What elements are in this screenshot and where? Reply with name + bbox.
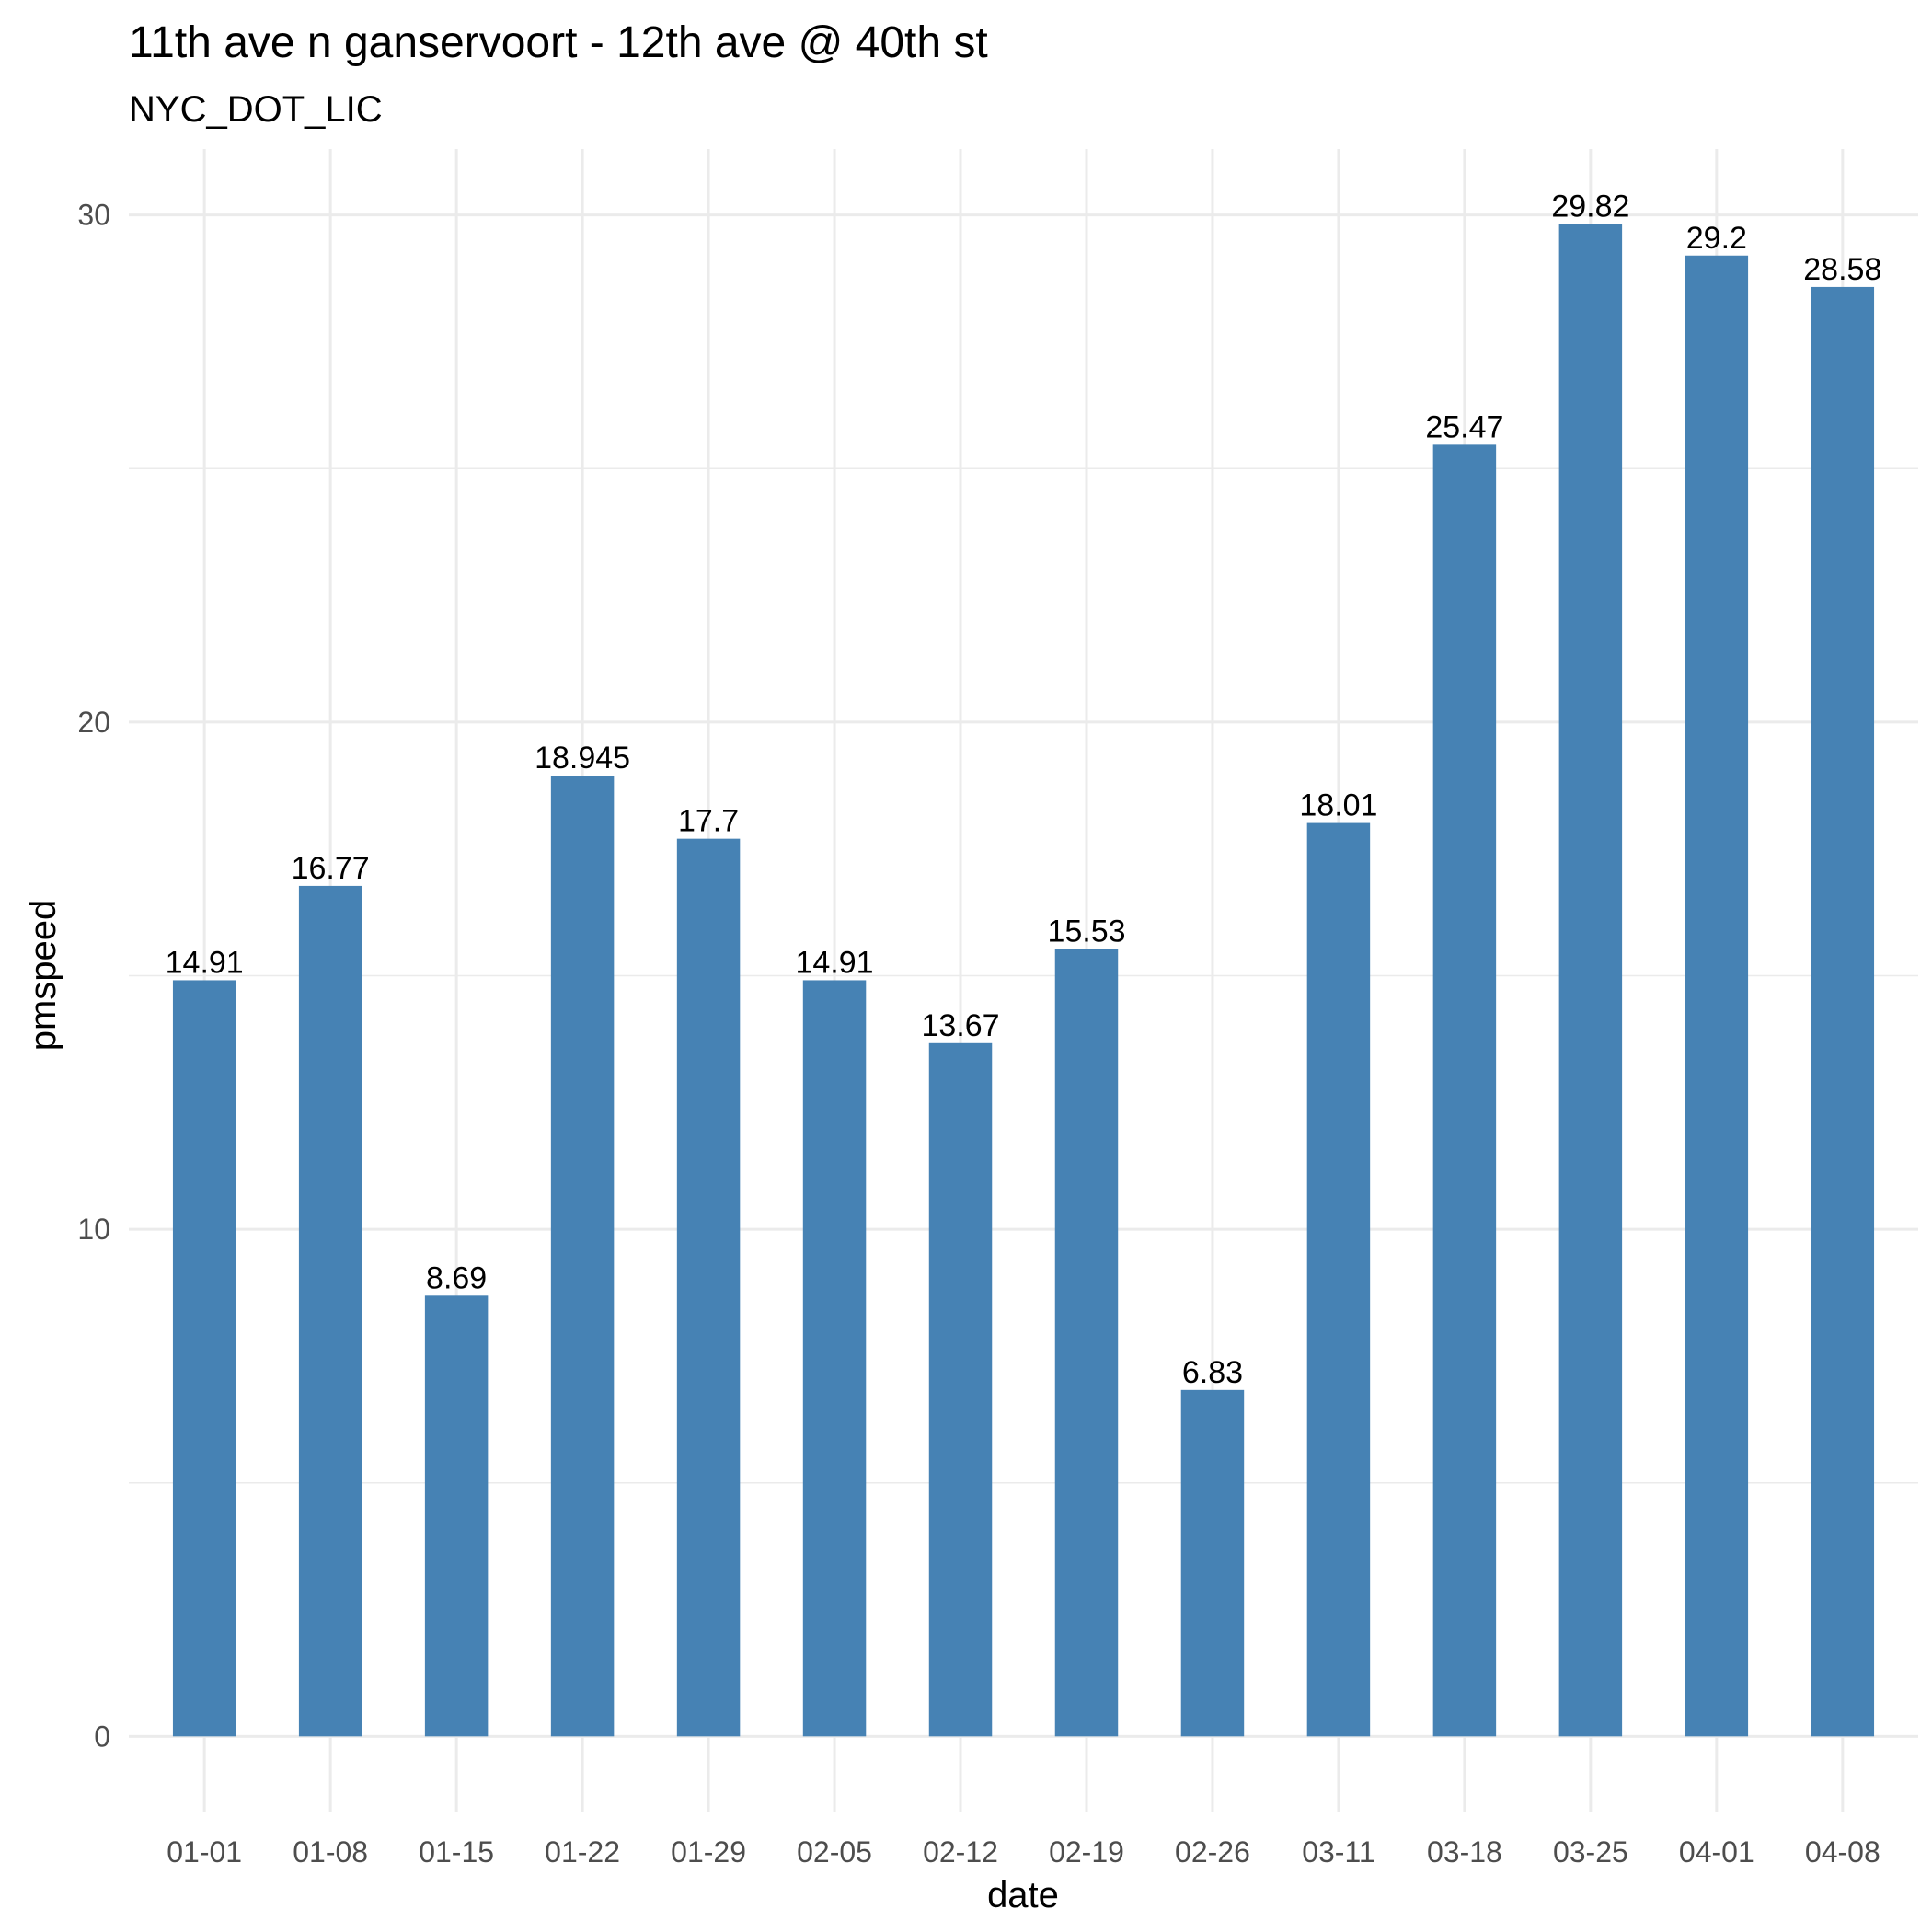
- y-tick-label: 20: [77, 706, 110, 739]
- bar-value-label: 13.67: [921, 1008, 999, 1043]
- bar: [1180, 1389, 1245, 1737]
- y-axis-ticks: 0 10 20 30: [77, 199, 110, 1754]
- bar-value-label: 16.77: [292, 851, 370, 886]
- x-tick-label: 04-01: [1679, 1835, 1754, 1869]
- x-axis-ticks: 01-01 01-08 01-15 01-22 01-29 02-05 02-12 02-19…: [167, 1835, 1880, 1869]
- bar: [1054, 949, 1119, 1737]
- x-tick-label: 03-11: [1302, 1835, 1374, 1869]
- bar: [676, 838, 741, 1737]
- bar-value-label: 18.01: [1299, 788, 1377, 823]
- x-tick-label: 03-18: [1427, 1835, 1502, 1869]
- bar-value-label: 29.2: [1686, 221, 1747, 256]
- chart-title: 11th ave n ganservoort - 12th ave @ 40th…: [129, 18, 988, 67]
- bar: [550, 776, 615, 1737]
- x-tick-label: 02-19: [1049, 1835, 1124, 1869]
- x-tick-label: 01-22: [545, 1835, 620, 1869]
- bar-value-label: 25.47: [1425, 409, 1503, 444]
- x-tick-label: 01-01: [167, 1835, 242, 1869]
- bar-value-label: 18.945: [535, 741, 630, 776]
- bar-value-label: 6.83: [1182, 1355, 1243, 1390]
- bar: [172, 980, 236, 1737]
- x-tick-label: 04-08: [1805, 1835, 1880, 1869]
- x-tick-label: 02-05: [797, 1835, 872, 1869]
- bar: [1558, 224, 1623, 1737]
- bar: [928, 1042, 993, 1737]
- bar: [298, 885, 362, 1737]
- bar-value-label: 29.82: [1551, 190, 1629, 224]
- bar: [1811, 286, 1875, 1737]
- x-tick-label: 01-08: [293, 1835, 368, 1869]
- bar-value-label: 28.58: [1803, 252, 1881, 287]
- y-tick-label: 10: [77, 1213, 110, 1246]
- bar-value-label: 14.91: [795, 945, 873, 980]
- bar: [1685, 255, 1749, 1737]
- bar-value-label: 8.69: [426, 1260, 487, 1295]
- y-tick-label: 0: [94, 1719, 110, 1753]
- y-axis-title: pmspeed: [23, 900, 63, 1052]
- bar: [1432, 444, 1497, 1737]
- x-tick-label: 02-12: [923, 1835, 998, 1869]
- bar: [424, 1295, 489, 1737]
- bar-value-label: 15.53: [1047, 914, 1125, 949]
- y-tick-label: 30: [77, 199, 110, 232]
- data-labels: 14.91 16.77 8.69 18.945 17.7 14.91 13.67 15.53 6…: [166, 190, 1882, 1390]
- bar: [1306, 822, 1371, 1737]
- x-tick-label: 01-15: [419, 1835, 494, 1869]
- grid-lines: [129, 149, 1918, 1812]
- x-axis-title: date: [987, 1875, 1059, 1915]
- bar-value-label: 14.91: [166, 945, 244, 980]
- x-tick-label: 01-29: [671, 1835, 746, 1869]
- chart-subtitle: NYC_DOT_LIC: [129, 89, 383, 130]
- bars: [172, 224, 1875, 1737]
- x-tick-label: 02-26: [1175, 1835, 1250, 1869]
- x-tick-label: 03-25: [1553, 1835, 1628, 1869]
- bar: [802, 980, 867, 1737]
- bar-value-label: 17.7: [678, 804, 739, 839]
